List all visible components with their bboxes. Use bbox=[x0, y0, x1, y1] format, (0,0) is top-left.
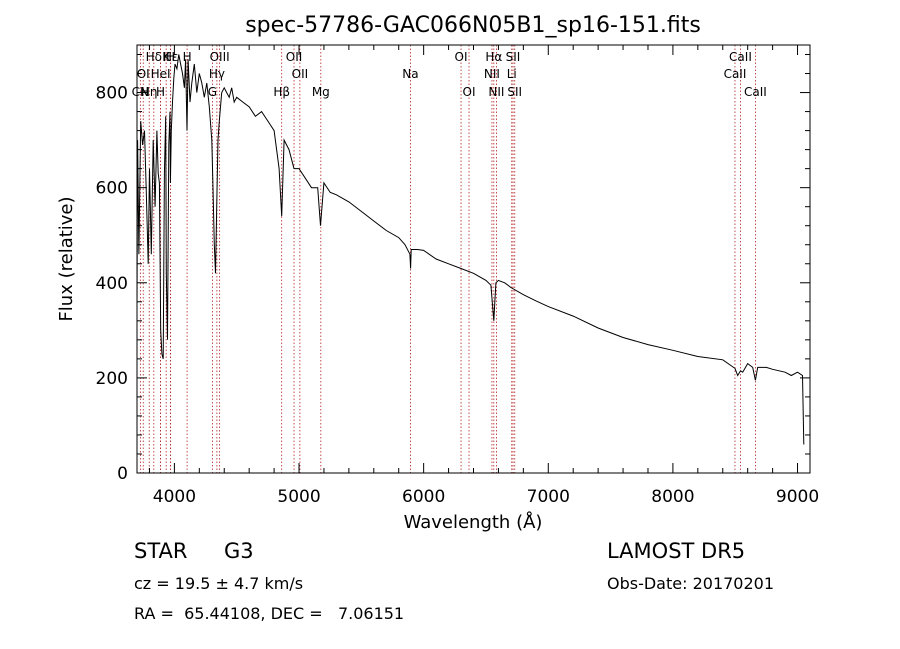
marker-label: Li bbox=[507, 67, 517, 81]
y-axis-label: Flux (relative) bbox=[56, 196, 77, 321]
x-tick-label: 5000 bbox=[277, 487, 320, 507]
x-tick-label: 7000 bbox=[527, 487, 570, 507]
marker-label: OI bbox=[137, 67, 150, 81]
coordinates-readout: RA = 65.44108, DEC = 7.06151 bbox=[134, 604, 405, 623]
marker-label: Hγ bbox=[209, 67, 225, 81]
marker-label: Hη bbox=[141, 85, 158, 99]
marker-label: Mg bbox=[312, 85, 330, 99]
y-axis-ticks: 0 200 400 600 800 bbox=[96, 54, 810, 484]
chart-title: spec-57786-GAC066N05B1_sp16-151.fits bbox=[245, 13, 701, 38]
marker-label: OI bbox=[463, 85, 476, 99]
marker-label: Hδ bbox=[146, 50, 162, 64]
x-tick-label: 9000 bbox=[776, 487, 819, 507]
redshift-readout: cz = 19.5 ± 4.7 km/s bbox=[134, 574, 304, 593]
x-axis-ticks: 4000 5000 6000 7000 8000 9000 bbox=[148, 45, 819, 507]
observation-date: Obs-Date: 20170201 bbox=[607, 574, 775, 593]
marker-label: K bbox=[162, 50, 171, 64]
marker-label: OII bbox=[292, 67, 309, 81]
y-tick-label: 600 bbox=[96, 179, 128, 199]
marker-label: Hα bbox=[485, 50, 502, 64]
marker-label: NII bbox=[488, 85, 504, 99]
y-tick-label: 800 bbox=[96, 84, 128, 104]
marker-label: OI bbox=[455, 50, 468, 64]
marker-label: SII bbox=[507, 85, 522, 99]
object-subclass: G3 bbox=[224, 539, 254, 563]
marker-label: SII bbox=[506, 50, 521, 64]
marker-label: Hβ bbox=[273, 85, 290, 99]
spectrum-line bbox=[136, 54, 805, 445]
x-tick-label: 6000 bbox=[402, 487, 445, 507]
marker-label: H bbox=[166, 50, 175, 64]
marker-label: G bbox=[208, 85, 217, 99]
marker-label: CN bbox=[132, 85, 149, 99]
marker-label: CaII bbox=[744, 85, 767, 99]
x-tick-label: 4000 bbox=[153, 487, 196, 507]
marker-label: H bbox=[156, 85, 165, 99]
y-tick-label: 0 bbox=[117, 464, 128, 484]
marker-label: OIII bbox=[210, 50, 230, 64]
marker-label: Na bbox=[402, 67, 418, 81]
survey-name: LAMOST DR5 bbox=[607, 539, 746, 563]
marker-label: H bbox=[183, 50, 192, 64]
marker-label: CaII bbox=[729, 50, 752, 64]
marker-label: CaII bbox=[724, 67, 747, 81]
y-tick-label: 400 bbox=[96, 274, 128, 294]
x-axis-label: Wavelength (Å) bbox=[404, 511, 543, 533]
plot-frame bbox=[136, 44, 811, 474]
marker-label: Hε bbox=[163, 50, 179, 64]
x-tick-label: 8000 bbox=[651, 487, 694, 507]
marker-label: HeI bbox=[151, 67, 171, 81]
marker-label: NII bbox=[484, 67, 500, 81]
line-markers bbox=[139, 45, 756, 473]
marker-label: OII bbox=[286, 50, 303, 64]
y-tick-label: 200 bbox=[96, 369, 128, 389]
object-class: STAR bbox=[134, 539, 188, 563]
